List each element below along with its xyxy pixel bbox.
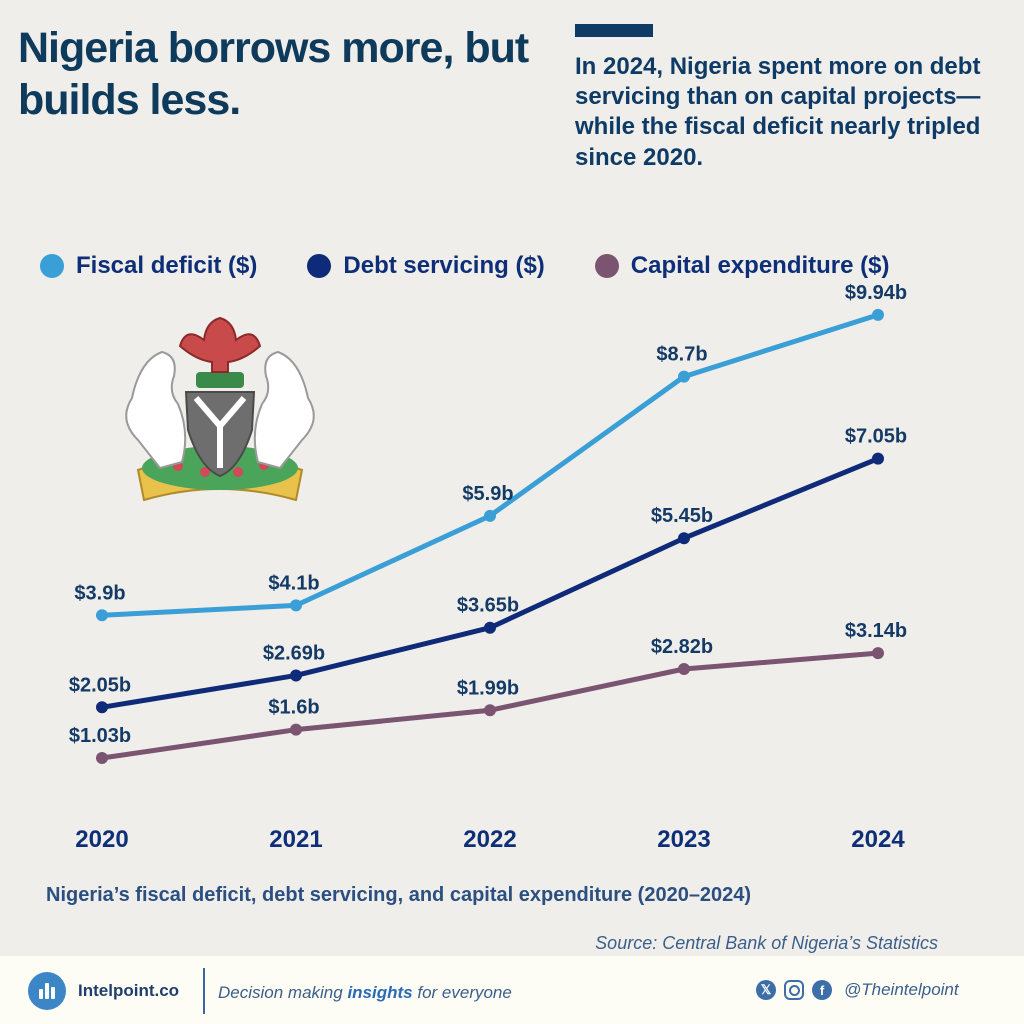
x-tick-2024: 2024: [851, 826, 905, 853]
data-label-capital-expenditure-2021: $1.6b: [268, 697, 319, 719]
data-label-fiscal-deficit-2022: $5.9b: [462, 483, 513, 505]
data-point-capital-expenditure-2022: [484, 704, 496, 717]
data-point-debt-servicing-2020: [96, 701, 108, 714]
data-point-capital-expenditure-2020: [96, 752, 108, 765]
data-label-debt-servicing-2023: $5.45b: [651, 505, 713, 527]
facebook-icon[interactable]: f: [812, 980, 832, 1000]
tagline-pre: Decision making: [218, 983, 348, 1002]
data-point-fiscal-deficit-2024: [872, 308, 884, 321]
legend-item-fiscal-deficit: Fiscal deficit ($): [40, 252, 257, 280]
coat-of-arms-emblem: [125, 316, 315, 502]
data-point-debt-servicing-2021: [290, 669, 302, 682]
source-note: Source: Central Bank of Nigeria’s Statis…: [595, 933, 938, 953]
subtitle-accent-bar: [575, 24, 653, 37]
x-tick-2020: 2020: [75, 826, 128, 853]
legend-label-capital-expenditure: Capital expenditure ($): [630, 252, 890, 279]
x-tick-2021: 2021: [269, 826, 322, 853]
data-label-fiscal-deficit-2023: $8.7b: [656, 344, 707, 366]
data-point-fiscal-deficit-2020: [96, 609, 108, 622]
chart-caption: Nigeria’s fiscal deficit, debt servicing…: [46, 884, 752, 906]
data-label-debt-servicing-2024: $7.05b: [845, 426, 907, 448]
tagline: Decision making insights for everyone: [218, 983, 512, 1003]
data-label-debt-servicing-2021: $2.69b: [263, 642, 325, 664]
footer-bar: Intelpoint.co Decision making insights f…: [0, 956, 1024, 1024]
x-icon[interactable]: 𝕏: [756, 980, 776, 1000]
legend-label-fiscal-deficit: Fiscal deficit ($): [76, 252, 258, 279]
data-point-fiscal-deficit-2022: [484, 509, 496, 522]
data-label-fiscal-deficit-2020: $3.9b: [74, 582, 125, 604]
social-links: 𝕏 f @Theintelpoint: [756, 980, 959, 1000]
legend-label-debt-servicing: Debt servicing ($): [343, 252, 545, 279]
tagline-post: for everyone: [412, 983, 512, 1002]
data-point-debt-servicing-2024: [872, 452, 884, 465]
data-label-debt-servicing-2020: $2.05b: [69, 674, 131, 696]
legend-dot-fiscal-deficit: [40, 254, 64, 278]
data-point-capital-expenditure-2024: [872, 647, 884, 660]
data-label-fiscal-deficit-2021: $4.1b: [268, 572, 319, 594]
legend-dot-debt-servicing: [307, 254, 332, 278]
brand-logo-icon: [28, 972, 66, 1010]
data-point-debt-servicing-2022: [484, 621, 496, 634]
page-subtitle: In 2024, Nigeria spent more on debt serv…: [575, 53, 981, 171]
data-point-capital-expenditure-2023: [678, 663, 690, 676]
data-point-fiscal-deficit-2023: [678, 370, 690, 383]
legend-dot-capital-expenditure: [594, 254, 619, 278]
data-label-debt-servicing-2022: $3.65b: [457, 595, 519, 617]
data-label-capital-expenditure-2022: $1.99b: [457, 677, 519, 699]
data-label-capital-expenditure-2024: $3.14b: [845, 620, 907, 642]
x-tick-2023: 2023: [657, 826, 710, 853]
chart-legend: Fiscal deficit ($) Debt servicing ($) Ca…: [40, 252, 890, 280]
page-title: Nigeria borrows more, but builds less.: [18, 24, 529, 125]
data-label-fiscal-deficit-2024: $9.94b: [845, 282, 907, 304]
data-label-capital-expenditure-2020: $1.03b: [69, 725, 131, 747]
footer-divider: [203, 968, 205, 1014]
data-point-capital-expenditure-2021: [290, 723, 302, 736]
x-tick-2022: 2022: [463, 826, 516, 853]
data-point-fiscal-deficit-2021: [290, 599, 302, 612]
social-handle[interactable]: @Theintelpoint: [844, 980, 959, 999]
tagline-bold: insights: [347, 983, 413, 1002]
brand-name-link[interactable]: Intelpoint.co: [78, 981, 180, 1000]
data-label-capital-expenditure-2023: $2.82b: [651, 636, 713, 658]
legend-item-debt-servicing: Debt servicing ($): [307, 252, 545, 280]
instagram-icon[interactable]: [784, 980, 804, 1000]
data-point-debt-servicing-2023: [678, 532, 690, 545]
line-chart: $3.9b $4.1b $5.9b $8.7b $9.94b $2.05b $2.69b $3…: [69, 282, 907, 853]
legend-item-capital-expenditure: Capital expenditure ($): [594, 252, 890, 280]
